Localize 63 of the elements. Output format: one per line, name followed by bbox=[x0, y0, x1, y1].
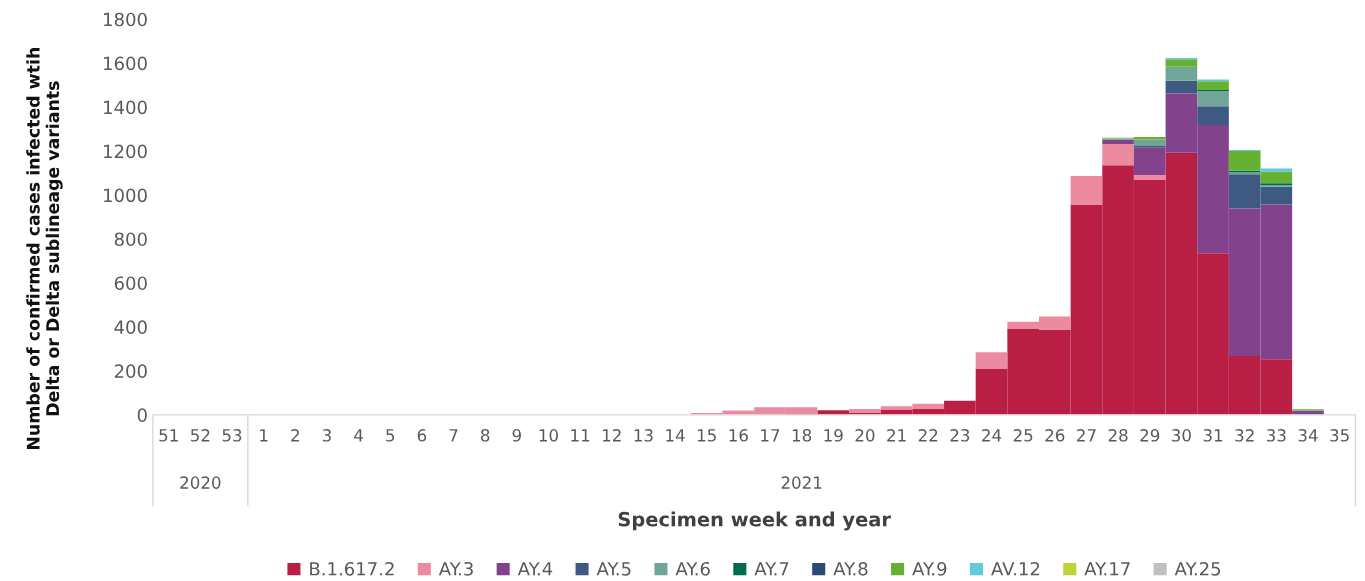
legend-label: AV.12 bbox=[991, 561, 1040, 576]
x-tick-label: 32 bbox=[1235, 429, 1254, 442]
x-tick-label: 19 bbox=[824, 429, 843, 442]
x-tick-label: 26 bbox=[1045, 429, 1065, 442]
text: 2020 bbox=[180, 476, 221, 489]
x-tick-label: 34 bbox=[1298, 429, 1318, 442]
legend-label: AY.17 bbox=[1084, 562, 1130, 576]
y-axis-title: Number of confirmed cases infected wtih Delta or Delta sublineage variants bbox=[26, 48, 63, 450]
x-tick-label: 15 bbox=[697, 429, 716, 442]
x-tick-label: 18 bbox=[792, 429, 812, 442]
x-tick-label: 33 bbox=[1267, 429, 1286, 442]
y-tick-label: 1000 bbox=[104, 188, 147, 203]
x-tick-label: 52 bbox=[191, 429, 210, 442]
x-tick-label: 4 bbox=[354, 429, 363, 442]
legend-label: AY.9 bbox=[912, 561, 947, 576]
x-tick-label: 17 bbox=[761, 429, 780, 442]
text: 2021 bbox=[781, 476, 822, 489]
y-tick-label: 1400 bbox=[104, 100, 147, 115]
y-tick-label: 1600 bbox=[104, 56, 147, 71]
y-tick-label: 1200 bbox=[104, 144, 147, 159]
x-tick-label: 6 bbox=[417, 429, 427, 442]
x-tick-label: 51 bbox=[159, 429, 178, 442]
x-tick-label: 53 bbox=[222, 429, 242, 442]
x-tick-label: 14 bbox=[666, 429, 685, 442]
x-tick-label: 23 bbox=[950, 429, 970, 442]
x-axis-title: Specimen week and year bbox=[618, 511, 891, 531]
x-tick-label: 2 bbox=[291, 429, 299, 442]
x-tick-label: 20 bbox=[855, 429, 875, 442]
x-tick-label: 25 bbox=[1013, 429, 1033, 442]
x-tick-label: 3 bbox=[322, 429, 331, 442]
x-tick-label: 27 bbox=[1077, 429, 1096, 442]
x-tick-label: 30 bbox=[1172, 429, 1191, 442]
x-tick-label: 9 bbox=[512, 429, 521, 442]
y-tick-label: 400 bbox=[114, 320, 147, 335]
legend-label: AY.6 bbox=[675, 561, 710, 576]
x-tick-label: 10 bbox=[539, 429, 558, 442]
x-tick-label: 13 bbox=[634, 429, 653, 442]
legend-label: AY.4 bbox=[517, 562, 553, 576]
x-tick-label: 22 bbox=[918, 429, 938, 442]
x-tick-label: 35 bbox=[1330, 429, 1349, 442]
x-tick-label: 8 bbox=[481, 429, 490, 442]
legend-label: B.1.617.2 bbox=[310, 561, 394, 576]
x-tick-label: 24 bbox=[982, 429, 1002, 442]
y-tick-label: 800 bbox=[114, 232, 147, 247]
legend-label: AY.7 bbox=[754, 562, 789, 576]
legend-label: AY.8 bbox=[833, 561, 868, 576]
x-tick-label: 28 bbox=[1108, 429, 1128, 442]
y-tick-label: 0 bbox=[137, 408, 147, 422]
x-tick-label: 21 bbox=[887, 429, 906, 442]
y-tick-label: 1800 bbox=[104, 12, 147, 27]
legend-label: AY.25 bbox=[1174, 561, 1221, 576]
x-tick-label: 5 bbox=[386, 429, 395, 442]
y-tick-label: 600 bbox=[114, 276, 147, 291]
y-tick-label: 200 bbox=[114, 364, 147, 378]
x-tick-label: 16 bbox=[729, 429, 748, 442]
x-tick-label: 1 bbox=[260, 429, 268, 442]
legend-label: AY.3 bbox=[438, 561, 473, 576]
x-tick-label: 31 bbox=[1203, 429, 1223, 442]
x-tick-label: 7 bbox=[449, 429, 458, 442]
x-tick-label: 11 bbox=[571, 429, 590, 442]
x-tick-label: 12 bbox=[602, 429, 621, 442]
legend-label: AY.5 bbox=[596, 562, 631, 576]
x-tick-label: 29 bbox=[1140, 429, 1160, 442]
